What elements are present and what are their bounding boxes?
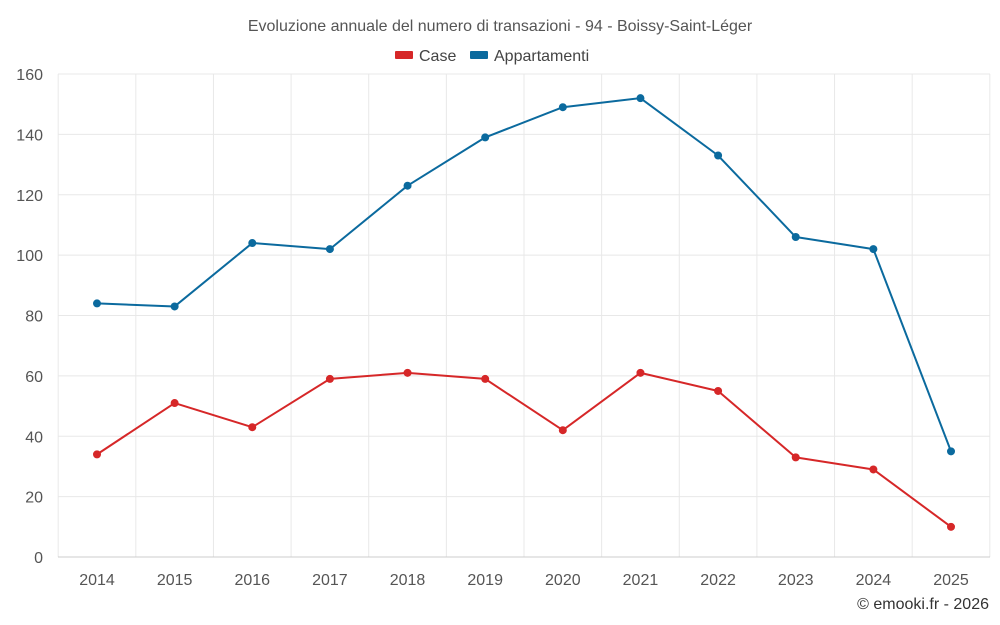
y-tick-label: 40 — [25, 429, 43, 446]
legend: Case Appartamenti — [395, 48, 589, 65]
data-point-case[interactable] — [947, 522, 955, 531]
grid — [57, 73, 991, 558]
x-tick-label: 2023 — [778, 572, 814, 589]
legend-item-case[interactable]: Case — [395, 48, 456, 65]
x-tick-label: 2018 — [390, 572, 426, 589]
data-point-appartamenti[interactable] — [403, 181, 412, 190]
y-tick-label: 100 — [16, 248, 43, 265]
data-point-appartamenti[interactable] — [170, 302, 179, 311]
x-tick-label: 2024 — [856, 572, 892, 589]
x-tick-label: 2020 — [545, 572, 581, 589]
data-point-appartamenti[interactable] — [481, 133, 490, 142]
data-point-case[interactable] — [248, 423, 257, 432]
x-tick-label: 2022 — [700, 572, 736, 589]
data-point-case[interactable] — [481, 374, 490, 383]
legend-label-appartamenti: Appartamenti — [494, 48, 589, 65]
data-point-appartamenti[interactable] — [558, 103, 567, 112]
data-point-appartamenti[interactable] — [869, 245, 878, 254]
x-tick-label: 2025 — [933, 572, 969, 589]
data-point-case[interactable] — [714, 386, 723, 395]
x-tick-label: 2016 — [234, 572, 270, 589]
legend-label-case: Case — [419, 48, 456, 65]
series-line-appartamenti — [96, 97, 952, 452]
x-tick-label: 2017 — [312, 572, 348, 589]
x-axis-ticks: 2014 2015 2016 2017 2018 2019 2020 2021 2022 2023… — [79, 572, 969, 589]
x-tick-label: 2014 — [79, 572, 115, 589]
data-point-case[interactable] — [558, 426, 567, 435]
data-point-appartamenti[interactable] — [93, 299, 101, 308]
data-point-case[interactable] — [403, 368, 412, 377]
data-point-appartamenti[interactable] — [636, 94, 645, 103]
data-point-case[interactable] — [791, 453, 800, 462]
y-tick-label: 80 — [25, 309, 43, 326]
legend-swatch-appartamenti — [470, 51, 488, 59]
data-point-appartamenti[interactable] — [714, 151, 723, 160]
data-point-case[interactable] — [636, 368, 645, 377]
credit-text: © emooki.fr - 2026 — [857, 596, 989, 613]
y-tick-label: 120 — [16, 188, 43, 205]
x-tick-label: 2015 — [157, 572, 193, 589]
data-point-case[interactable] — [869, 465, 878, 474]
y-tick-label: 140 — [16, 127, 43, 144]
y-tick-label: 160 — [16, 67, 43, 84]
data-point-appartamenti[interactable] — [791, 233, 800, 242]
data-point-appartamenti[interactable] — [947, 447, 955, 456]
data-point-case[interactable] — [170, 399, 179, 408]
y-tick-label: 0 — [34, 550, 43, 567]
x-tick-label: 2021 — [623, 572, 659, 589]
data-point-appartamenti[interactable] — [248, 239, 257, 248]
series-line-case — [96, 371, 952, 528]
x-tick-label: 2019 — [467, 572, 503, 589]
data-point-appartamenti[interactable] — [325, 245, 334, 254]
y-tick-label: 20 — [25, 490, 43, 507]
data-point-case[interactable] — [325, 374, 334, 383]
y-axis-ticks: 0 20 40 60 80 100 120 140 160 — [16, 67, 43, 567]
y-tick-label: 60 — [25, 369, 43, 386]
data-point-case[interactable] — [93, 450, 101, 459]
legend-swatch-case — [395, 51, 413, 59]
legend-item-appartamenti[interactable]: Appartamenti — [470, 48, 589, 65]
series-group — [93, 94, 955, 531]
chart-title: Evoluzione annuale del numero di transaz… — [248, 18, 753, 35]
